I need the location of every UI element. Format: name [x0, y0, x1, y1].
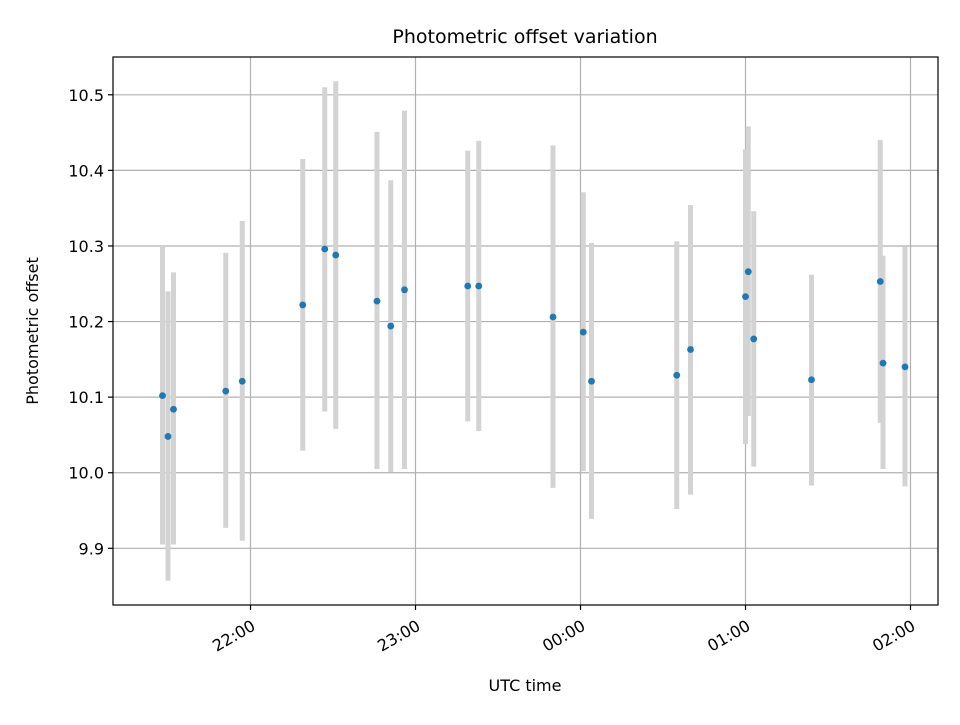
x-tick-label: 02:00 — [869, 616, 918, 656]
data-point — [687, 346, 694, 353]
x-tick-label: 00:00 — [539, 616, 588, 656]
y-tick-label: 9.9 — [79, 539, 104, 558]
data-point — [808, 376, 815, 384]
y-tick-label: 10.1 — [68, 388, 104, 407]
x-tick-label: 23:00 — [374, 616, 423, 656]
plot-area-frame — [112, 56, 939, 606]
y-tick-label: 10.2 — [68, 313, 104, 332]
data-point — [373, 297, 381, 305]
data-point — [464, 282, 472, 290]
data-point — [387, 322, 395, 330]
chart-title: Photometric offset variation — [392, 26, 657, 48]
data-point — [321, 245, 329, 253]
data-point — [238, 377, 246, 385]
data-point — [222, 387, 230, 395]
data-point — [159, 392, 166, 400]
data-point — [588, 377, 595, 385]
data-point — [164, 433, 172, 440]
data-point — [170, 405, 177, 413]
data-point — [876, 278, 884, 285]
grid-lines — [113, 57, 938, 605]
x-tick-label: 01:00 — [704, 616, 753, 656]
data-points — [159, 245, 909, 440]
y-tick-label: 10.3 — [68, 237, 104, 256]
y-tick-label: 10.5 — [68, 86, 104, 105]
data-point — [299, 301, 307, 309]
data-point — [742, 293, 749, 301]
data-point — [401, 286, 408, 294]
data-point — [901, 363, 909, 371]
y-tick-label: 10.4 — [68, 161, 104, 180]
data-point — [549, 313, 557, 321]
data-point — [475, 282, 483, 290]
data-point — [879, 359, 887, 367]
x-tick-label: 22:00 — [209, 616, 258, 656]
data-point — [744, 268, 752, 276]
x-axis-title: UTC time — [489, 676, 562, 695]
axis-ticks: 22:00 23:00 00:00 01:00 02:00 9.9 10.0 10.1 10.2… — [68, 86, 918, 656]
error-bars — [160, 81, 908, 581]
data-point — [673, 371, 681, 379]
data-point — [332, 251, 340, 259]
y-axis-title: Photometric offset — [23, 257, 42, 405]
data-point — [579, 328, 587, 336]
data-point — [750, 335, 758, 343]
y-tick-label: 10.0 — [68, 464, 104, 483]
